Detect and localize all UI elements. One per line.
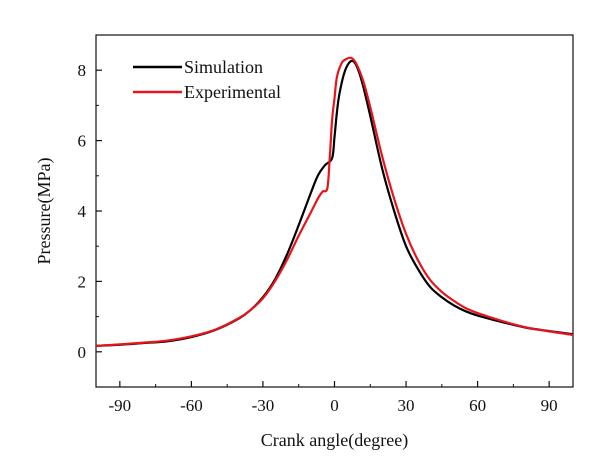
- legend: Simulation Experimental: [133, 57, 281, 102]
- x-tick-label: -60: [180, 396, 203, 415]
- y-tick-label: 4: [78, 202, 87, 221]
- x-axis-title: Crank angle(degree): [261, 430, 408, 451]
- y-tick-label: 6: [78, 132, 87, 151]
- x-tick-label: -30: [252, 396, 275, 415]
- legend-label-simulation: Simulation: [184, 57, 263, 77]
- y-axis-title: Pressure(MPa): [34, 158, 55, 265]
- y-tick-label: 8: [78, 61, 87, 80]
- x-tick-label: 30: [398, 396, 415, 415]
- y-tick-label: 2: [78, 272, 87, 291]
- x-tick-label: 0: [330, 396, 339, 415]
- series-line-experimental: [96, 56, 573, 347]
- x-tick-label: -90: [109, 396, 132, 415]
- legend-label-experimental: Experimental: [184, 82, 281, 102]
- x-axis: -90 -60 -30 0 30 60 90: [109, 381, 558, 415]
- x-tick-label: 90: [541, 396, 558, 415]
- series-layer: [96, 56, 573, 347]
- y-tick-label: 0: [78, 343, 87, 362]
- y-axis: 0 2 4 6 8: [78, 61, 102, 362]
- x-tick-label: 60: [469, 396, 486, 415]
